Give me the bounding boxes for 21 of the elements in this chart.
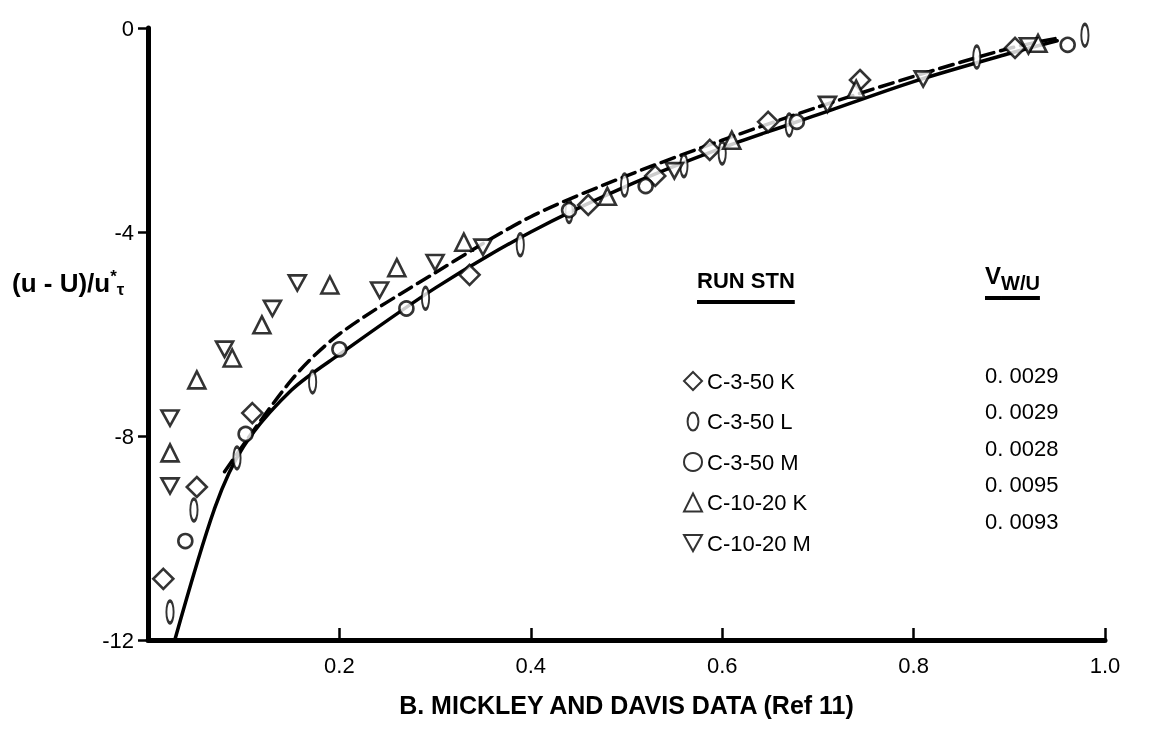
annotation: 0. 0093 bbox=[985, 508, 1059, 534]
x-tick-label: 0.2 bbox=[324, 652, 355, 678]
legend-label: C-3-50 M bbox=[707, 449, 799, 475]
annotation: 0. 0029 bbox=[985, 399, 1059, 424]
annotation: 0. 0095 bbox=[985, 472, 1059, 497]
x-tick-label: 0.4 bbox=[515, 652, 547, 678]
legend-label: C-3-50 K bbox=[707, 368, 796, 394]
y-axis-title: (u - U)/u*τ bbox=[12, 267, 125, 299]
x-axis-title: B. MICKLEY AND DAVIS DATA (Ref 11) bbox=[399, 690, 854, 719]
legend-label: C-3-50 L bbox=[707, 409, 793, 434]
annotation: 0. 0029 bbox=[985, 362, 1059, 388]
y-tick-label: -12 bbox=[102, 627, 134, 653]
y-tick-label: 0 bbox=[121, 15, 134, 41]
x-tick-label: 0.8 bbox=[898, 652, 929, 678]
x-tick-label: 1.0 bbox=[1089, 652, 1121, 678]
x-tick-label: 0.6 bbox=[706, 652, 738, 678]
legend-label: C-10-20 K bbox=[707, 490, 808, 515]
legend-label: C-10-20 M bbox=[707, 530, 811, 556]
y-tick-label: -8 bbox=[114, 423, 134, 449]
annotation: 0. 0028 bbox=[985, 435, 1059, 461]
y-tick-label: -4 bbox=[114, 219, 134, 245]
